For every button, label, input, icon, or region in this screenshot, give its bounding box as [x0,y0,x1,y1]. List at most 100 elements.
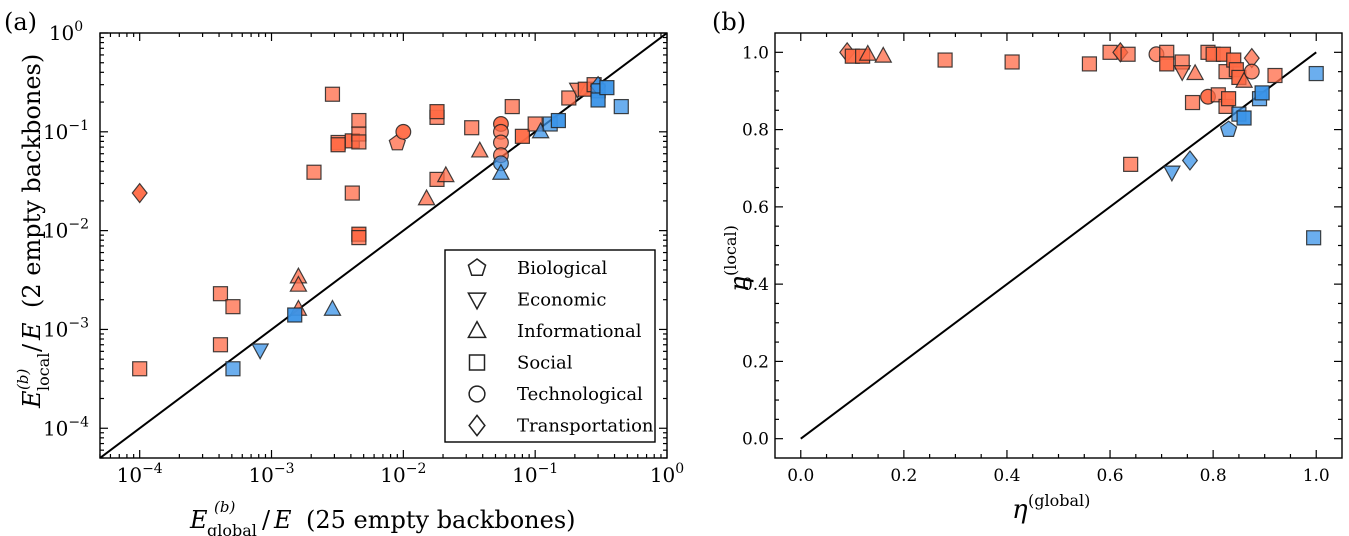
x-tick-label-a: 10−2 [380,461,426,487]
data-point-b [1186,63,1205,81]
data-point-b [1308,65,1324,82]
y-label-sub-a: local [34,353,53,391]
y-tick-label-a: 10−1 [43,118,89,144]
data-point-a [351,134,367,150]
data-point-b [1267,67,1283,84]
data-point-a [395,123,412,140]
legend-box [444,249,656,443]
y-label-sup-b: (local) [721,225,740,276]
data-point-a [436,165,455,183]
x-tick-label-a: 10−1 [512,461,558,487]
y-tick-label-b: 0.2 [742,352,769,372]
x-tick-label-b: 1.0 [1303,466,1330,486]
legend-label: Transportation [517,416,654,437]
data-point-a [225,361,241,377]
data-point-b [1236,110,1252,126]
y-label-math-a: E [18,390,46,409]
panel-a: (a) 10−4 10−3 10−2 10−1 10010−410−310−210−11… [4,8,684,536]
data-point-b [1162,165,1181,183]
data-point-a [132,361,148,377]
y-tick-label-b: 0.6 [742,198,769,218]
y-tick-label-b: 0.4 [742,275,769,295]
data-point-a [464,120,480,136]
data-point-b [1243,63,1260,80]
x-label-sup-b: (global) [1028,491,1090,510]
y-tick-label-a: 10−4 [43,414,89,440]
panel-b-x-label: η (global) [1012,491,1090,525]
data-point-b [1306,230,1322,246]
data-point-b [1123,156,1139,172]
data-point-a [550,112,566,129]
data-point-a [470,140,489,158]
data-point-b [1219,120,1238,137]
legend-label: Social [517,353,573,374]
legend-marker-square [468,354,486,371]
x-tick-label-b: 0.8 [1200,466,1227,486]
y-label-eta-b: η [725,276,755,292]
x-tick-label-b: 0.6 [1097,466,1124,486]
panel-a-axes: 10−4 10−3 10−2 10−1 100 10−4 10−3 10−2 10−1 100 [43,19,684,487]
data-point-a [323,299,342,316]
x-tick-label-a: 10−4 [117,461,163,487]
legend-label: Technological [517,384,643,405]
data-point-a [417,188,436,206]
x-label-eta-b: η [1012,495,1028,525]
data-point-a [324,86,341,102]
data-point-a [344,185,360,201]
panel-a-y-label: E local (b) / E (2 empty backbones) [14,54,53,409]
data-point-a [225,299,241,315]
y-tick-label-b: 0.0 [742,430,769,450]
x-label-sup-a: (b) [214,498,235,516]
data-point-a [561,90,577,106]
legend-label: Informational [517,321,642,342]
diagonal-line-b [800,51,1317,440]
legend: Biological Economic Informational Social Tec… [444,249,656,443]
data-point-a [514,128,530,144]
x-tick-label-a: 10−3 [248,461,294,487]
x-label-math-a: E [189,506,208,534]
data-point-a [330,137,346,153]
data-point-b [1184,94,1201,111]
data-point-a [504,98,520,115]
data-point-b [937,52,953,68]
data-point-a [491,163,511,180]
panel-b-marks [800,41,1324,440]
x-label-sub-a: global [207,521,257,536]
data-point-a [351,112,367,129]
data-point-a [212,337,229,353]
x-label-note-a: (25 empty backbones) [306,506,576,534]
data-point-b [1181,150,1199,171]
data-point-a [429,104,445,120]
legend-marker-circle [468,385,486,403]
x-label-denom-a: E [273,506,292,534]
y-tick-label-b: 0.8 [742,121,769,141]
data-point-a [599,80,615,96]
legend-marker-diamond [468,414,486,437]
legend-marker-pentagon [467,258,487,277]
x-tick-label-b: 0.0 [787,466,814,486]
y-label-note-a: (2 empty backbones) [18,54,46,308]
data-point-b [1173,65,1192,82]
panel-b-label: (b) [712,8,746,36]
legend-marker-triangle-down [467,292,487,311]
panel-b: (b) 0.0 0.2 0.4 0.6 0.8 1.0 0.0 0.2 0.4 0.6 0.8 1.0… [712,8,1343,525]
y-label-sup-a: (b) [14,369,32,390]
data-point-a [251,343,270,360]
data-point-a [351,230,367,246]
data-point-b [1159,56,1175,72]
y-tick-label-a: 10−3 [43,315,89,341]
y-label-denom-a: E [18,322,46,341]
y-tick-label-a: 10−2 [43,217,89,243]
data-point-b [1254,85,1270,101]
y-tick-label-a: 100 [49,19,83,45]
y-tick-label-b: 1.0 [742,43,769,63]
panel-b-y-label: η (local) [721,225,755,292]
data-point-b [1120,46,1136,62]
x-tick-label-a: 100 [650,461,684,487]
data-point-b [1004,54,1020,70]
data-point-b [858,44,877,61]
data-point-a [613,98,629,115]
data-point-a [306,164,322,180]
legend-label: Economic [517,290,606,311]
data-point-a [289,275,308,292]
